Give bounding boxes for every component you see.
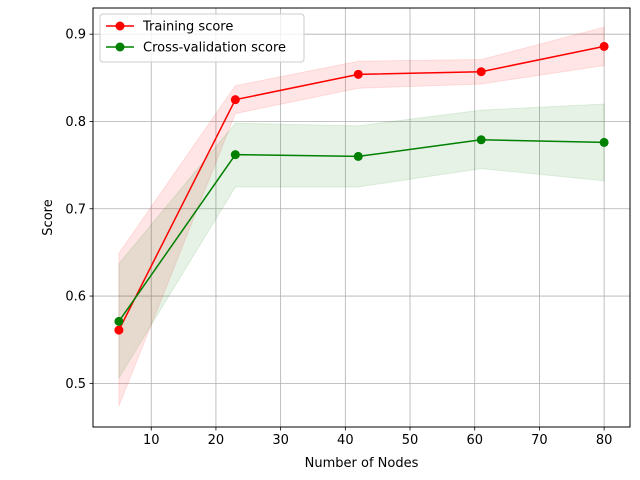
point-series-0-4 — [599, 41, 609, 51]
x-tick-label-6: 70 — [531, 433, 548, 448]
legend-cv-label: Cross-validation score — [143, 41, 286, 56]
point-series-1-1 — [230, 150, 240, 160]
x-tick-label-1: 20 — [208, 433, 225, 448]
y-tick-label-2: 0.7 — [65, 202, 86, 217]
y-tick-label-1: 0.6 — [65, 290, 86, 305]
y-tick-label-0: 0.5 — [65, 377, 86, 392]
x-tick-label-0: 10 — [143, 433, 160, 448]
y-axis-label: Score — [41, 199, 56, 235]
point-series-1-3 — [476, 135, 486, 145]
x-tick-label-4: 50 — [402, 433, 419, 448]
point-series-1-0 — [114, 316, 124, 326]
point-series-0-0 — [114, 325, 124, 335]
point-series-1-4 — [599, 137, 609, 147]
y-tick-label-3: 0.8 — [65, 115, 86, 130]
legend-training-label: Training score — [142, 20, 233, 35]
point-series-0-2 — [353, 69, 363, 79]
y-tick-label-4: 0.9 — [65, 28, 86, 43]
legend-training-marker — [115, 21, 125, 31]
point-series-1-2 — [353, 151, 363, 161]
point-series-0-1 — [230, 95, 240, 105]
x-tick-label-3: 40 — [337, 433, 354, 448]
legend-box — [99, 13, 305, 63]
legend: Training score Cross-validation score — [99, 13, 305, 63]
grid — [93, 8, 630, 427]
x-tick-label-5: 60 — [466, 433, 483, 448]
plot-area-frame — [92, 7, 631, 428]
axis-ticks: 10 20 30 40 50 60 70 80 0.5 0.6 0.7 0.8 0.9 — [65, 28, 612, 448]
x-tick-label-2: 30 — [272, 433, 289, 448]
legend-cv-marker — [115, 42, 125, 52]
point-series-0-3 — [476, 67, 486, 77]
band-series-1 — [118, 103, 605, 380]
x-axis-label: Number of Nodes — [305, 456, 419, 471]
series-lines — [114, 41, 609, 335]
x-tick-label-7: 80 — [596, 433, 613, 448]
